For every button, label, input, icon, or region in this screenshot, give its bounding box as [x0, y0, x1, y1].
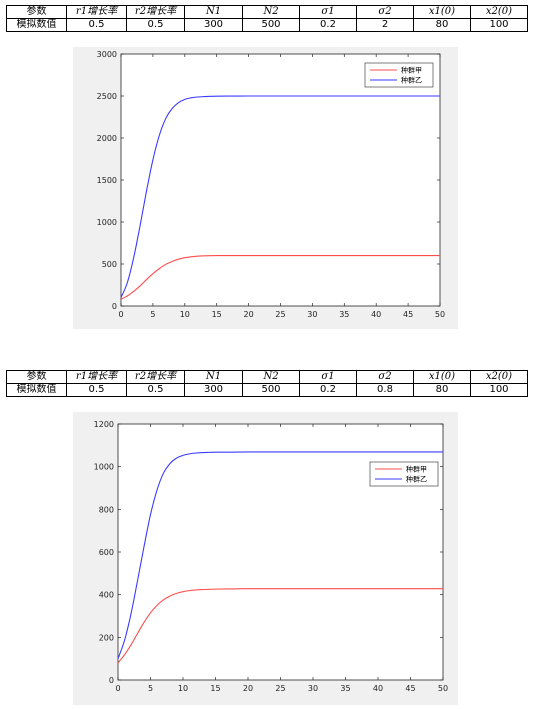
value-cell: 500 [242, 18, 300, 32]
header-cell: N2 [242, 370, 300, 384]
x-tick-label: 5 [148, 684, 153, 693]
value-cell: 2 [356, 18, 414, 32]
value-cell: 0.5 [126, 383, 185, 397]
x-tick-label: 35 [340, 684, 350, 693]
value-cell: 0.5 [66, 383, 127, 397]
y-tick-label: 1000 [97, 218, 117, 227]
y-tick-label: 400 [99, 591, 114, 600]
row-label-cell: 模拟数值 [6, 18, 67, 32]
chart-1-svg: 0 5 10 15 20 25 30 35 40 45 5005001000150020002500… [73, 47, 458, 329]
x-tick-label: 5 [150, 310, 155, 319]
header-cell: N1 [184, 5, 243, 19]
line-chart-2: 0 5 10 15 20 25 30 35 40 45 50 0 200 400 600 800 1000 120… [73, 412, 458, 705]
y-tick-label: 1500 [97, 176, 117, 185]
line-chart-1: 0 5 10 15 20 25 30 35 40 45 50 0 500 1000 1500 2000 2500… [73, 47, 458, 329]
chart-2-svg: 0 5 10 15 20 25 30 35 40 45 50 0 200 400 600 800 1000 120… [73, 412, 458, 705]
x-tick-label: 30 [308, 684, 318, 693]
table-value-row: 模拟数值 0.5 0.5 300 500 0.2 2 80 100 [6, 18, 528, 32]
value-cell: 100 [470, 383, 528, 397]
x-tick-label: 40 [373, 684, 383, 693]
header-cell: x2(0) [470, 370, 528, 384]
header-cell: r2增长率 [126, 5, 185, 19]
y-tick-label: 1000 [94, 463, 114, 472]
header-cell: 参数 [6, 5, 67, 19]
parameter-table-1: 参数 r1增长率 r2增长率 N1 N2 σ1 σ2 x1(0) x2(0) 模… [6, 5, 528, 32]
parameter-table-2: 参数 r1增长率 r2增长率 N1 N2 σ1 σ2 x1(0) x2(0) 模… [6, 370, 528, 397]
header-cell: σ1 [299, 370, 357, 384]
y-tick-label: 2500 [97, 92, 117, 101]
legend-label-1: 种群甲 [401, 66, 422, 75]
y-tick-label: 1200 [94, 420, 114, 429]
value-cell: 0.2 [299, 18, 357, 32]
x-tick-label: 25 [275, 310, 285, 319]
legend-label-1: 种群甲 [406, 465, 427, 474]
y-tick-label: 0 [112, 302, 117, 311]
x-tick-label: 0 [115, 684, 120, 693]
x-tick-label: 10 [180, 310, 190, 319]
x-tick-label: 40 [371, 310, 381, 319]
plot-area [120, 53, 441, 307]
value-cell: 0.8 [356, 383, 414, 397]
value-cell: 80 [413, 383, 471, 397]
value-cell: 0.2 [299, 383, 357, 397]
legend-label-2: 种群乙 [406, 475, 427, 484]
header-cell: r1增长率 [66, 5, 127, 19]
series-line-2 [120, 95, 440, 298]
header-cell: N1 [184, 370, 243, 384]
table-header-row: 参数 r1增长率 r2增长率 N1 N2 σ1 σ2 x1(0) x2(0) [6, 370, 528, 384]
header-cell: σ2 [356, 5, 414, 19]
value-cell: 80 [413, 18, 471, 32]
header-cell: x2(0) [470, 5, 528, 19]
series-line-2 [117, 451, 443, 659]
value-cell: 300 [184, 18, 243, 32]
header-cell: r2增长率 [126, 370, 185, 384]
value-cell: 500 [242, 383, 300, 397]
row-label-cell: 模拟数值 [6, 383, 67, 397]
header-cell: σ2 [356, 370, 414, 384]
x-tick-label: 10 [178, 684, 188, 693]
legend-box [364, 62, 434, 88]
legend-box [369, 461, 439, 487]
y-tick-label: 800 [99, 505, 114, 514]
x-tick-label: 50 [438, 684, 448, 693]
table-header-row: 参数 r1增长率 r2增长率 N1 N2 σ1 σ2 x1(0) x2(0) [6, 5, 528, 19]
x-tick-label: 45 [403, 310, 413, 319]
header-cell: x1(0) [413, 370, 471, 384]
x-tick-label: 20 [243, 684, 253, 693]
legend-label-2: 种群乙 [401, 76, 422, 85]
y-tick-label: 0 [109, 676, 114, 685]
x-tick-label: 50 [435, 310, 445, 319]
value-cell: 0.5 [66, 18, 127, 32]
x-tick-label: 35 [339, 310, 349, 319]
table-value-row: 模拟数值 0.5 0.5 300 500 0.2 0.8 80 100 [6, 383, 528, 397]
y-tick-label: 3000 [97, 50, 117, 59]
value-cell: 100 [470, 18, 528, 32]
y-tick-label: 500 [102, 260, 117, 269]
value-cell: 300 [184, 383, 243, 397]
header-cell: σ1 [299, 5, 357, 19]
value-cell: 0.5 [126, 18, 185, 32]
x-tick-label: 15 [210, 684, 220, 693]
series-line-1 [120, 255, 440, 300]
x-tick-label: 45 [405, 684, 415, 693]
x-tick-label: 20 [244, 310, 254, 319]
y-tick-label: 600 [99, 548, 114, 557]
header-cell: r1增长率 [66, 370, 127, 384]
y-tick-label: 200 [99, 633, 114, 642]
header-cell: 参数 [6, 370, 67, 384]
x-tick-label: 30 [307, 310, 317, 319]
header-cell: N2 [242, 5, 300, 19]
y-tick-label: 2000 [97, 134, 117, 143]
header-cell: x1(0) [413, 5, 471, 19]
x-tick-label: 25 [275, 684, 285, 693]
series-line-1 [117, 588, 443, 664]
x-tick-label: 0 [118, 310, 123, 319]
x-tick-label: 15 [212, 310, 222, 319]
